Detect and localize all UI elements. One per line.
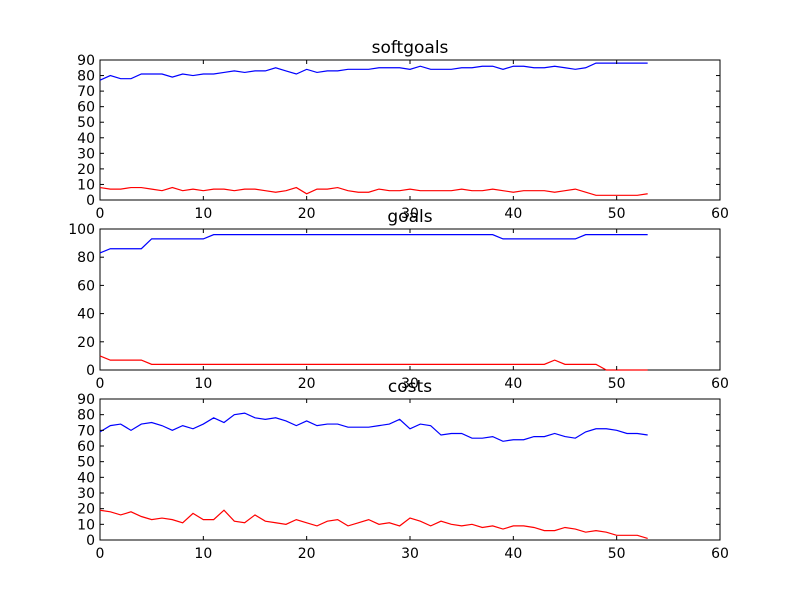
costs-y-tick-label: 60 [77,439,95,455]
costs-x-tick-label: 20 [298,546,316,562]
goals-x-tick-label: 40 [504,376,522,392]
goals-x-tick-label: 60 [711,376,729,392]
costs-axes-frame [99,398,721,541]
goals-y-tick-label: 40 [77,307,95,323]
softgoals-y-tick-label: 80 [77,69,95,85]
goals-y-tick-label: 0 [86,363,95,379]
goals-y-tick-label: 20 [77,335,95,351]
costs-y-tick-label: 0 [86,533,95,549]
costs-x-tick-label: 30 [401,546,419,562]
charts: 0 10 20 30 40 50 600102030405060708090softgoal… [68,38,729,562]
softgoals-x-tick-label: 50 [608,206,626,222]
softgoals-y-tick-label: 90 [77,53,95,69]
costs-series-line-red [99,509,648,540]
costs-y-tick-label: 50 [77,455,95,471]
softgoals-y-tick-label: 10 [77,177,95,193]
goals-x-tick-label: 50 [608,376,626,392]
softgoals-y-tick-label: 40 [77,131,95,147]
goals-series-line-blue [99,234,648,254]
softgoals-x-tick-label: 10 [194,206,212,222]
softgoals-y-tick-label: 20 [77,162,95,178]
costs-x-tick-label: 0 [96,546,105,562]
goals-y-tick-label: 60 [77,278,95,294]
softgoals-chart: 0 10 20 30 40 50 600102030405060708090softgoal… [77,38,729,222]
goals-x-tick-label: 30 [401,376,419,392]
costs-y-tick-label: 80 [77,408,95,424]
goals-y-tick-label: 100 [68,222,95,238]
softgoals-x-tick-label: 60 [711,206,729,222]
costs-y-tick-label: 20 [77,502,95,518]
costs-x-tick-label: 40 [504,546,522,562]
goals-x-tick-label: 0 [96,376,105,392]
goals-x-tick-label: 10 [194,376,212,392]
costs-y-tick-label: 10 [77,517,95,533]
softgoals-series-line-blue [99,62,648,81]
softgoals-y-tick-label: 50 [77,115,95,131]
goals-y-tick-label: 80 [77,250,95,266]
costs-y-tick-label: 70 [77,423,95,439]
softgoals-x-tick-label: 20 [298,206,316,222]
softgoals-x-tick-label: 40 [504,206,522,222]
costs-x-tick-label: 50 [608,546,626,562]
softgoals-y-tick-label: 70 [77,84,95,100]
softgoals-x-tick-label: 30 [401,206,419,222]
softgoals-y-tick-label: 60 [77,100,95,116]
costs-y-tick-label: 30 [77,486,95,502]
goals-axes-frame [99,228,721,371]
costs-x-tick-label: 60 [711,546,729,562]
softgoals-y-tick-label: 0 [86,193,95,209]
goals-series-line-red [99,355,648,371]
costs-y-tick-label: 40 [77,470,95,486]
softgoals-x-tick-label: 0 [96,206,105,222]
goals-chart-title: goals [387,207,432,227]
costs-chart-title: costs [388,377,432,397]
costs-x-tick-label: 10 [194,546,212,562]
costs-y-tick-label: 90 [77,392,95,408]
goals-x-tick-label: 20 [298,376,316,392]
costs-series-line-blue [99,412,648,442]
softgoals-series-line-red [99,186,648,196]
softgoals-y-tick-label: 30 [77,146,95,162]
softgoals-chart-title: softgoals [372,38,449,58]
softgoals-axes-frame [99,59,721,201]
